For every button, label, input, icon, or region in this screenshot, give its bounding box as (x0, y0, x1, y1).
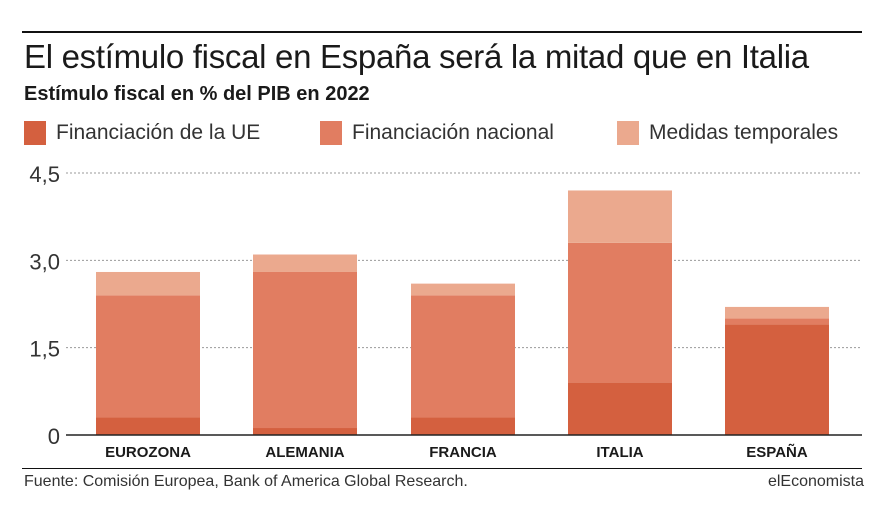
y-tick-label: 4,5 (29, 162, 60, 187)
legend-label-eu: Financiación de la UE (56, 121, 261, 144)
bar-segment (568, 242, 672, 383)
y-tick-label: 1,5 (29, 337, 60, 362)
bar-segment (253, 271, 357, 429)
legend-label-temporary: Medidas temporales (649, 121, 839, 144)
bar-segment (725, 318, 829, 325)
legend-swatch-temporary (617, 121, 639, 145)
bar-segment (253, 254, 357, 272)
stacked-bar-chart: 0 1,5 3,0 4,5 EUROZONA ALEMANIA FRANCIA ITALIA E… (29, 162, 862, 461)
brand-label: elEconomista (767, 473, 864, 490)
bar-segment (568, 382, 672, 435)
bar-segment (96, 271, 200, 296)
legend-swatch-eu (24, 121, 46, 145)
y-tick-label: 0 (48, 424, 60, 449)
bar-segment (96, 417, 200, 435)
bar-segment (253, 428, 357, 435)
x-tick-label: EUROZONA (105, 444, 191, 461)
legend-label-national: Financiación nacional (352, 121, 554, 144)
x-tick-label: FRANCIA (429, 444, 497, 461)
top-rule (22, 31, 862, 33)
bar-segment (411, 295, 515, 418)
legend-item-temporary: Medidas temporales (617, 119, 838, 147)
y-tick-label: 3,0 (29, 249, 60, 274)
footer-rule (22, 468, 862, 469)
chart-subtitle: Estímulo fiscal en % del PIB en 2022 (24, 83, 370, 105)
bar-segment (96, 295, 200, 418)
chart-title: El estímulo fiscal en España será la mit… (24, 38, 809, 75)
legend: Financiación de la UE Financiación nacio… (24, 119, 864, 147)
x-tick-label: ESPAÑA (746, 443, 808, 461)
bar-segment (411, 417, 515, 435)
legend-swatch-national (320, 121, 342, 145)
legend-item-eu: Financiación de la UE (24, 119, 260, 147)
x-tick-label: ITALIA (596, 444, 643, 461)
legend-item-national: Financiación nacional (320, 119, 554, 147)
source-note: Fuente: Comisión Europea, Bank of Americ… (24, 473, 468, 490)
bar-segment (568, 190, 672, 243)
bar-segment (411, 283, 515, 296)
bar-segment (725, 306, 829, 319)
x-tick-label: ALEMANIA (265, 444, 344, 461)
bar-segment (725, 324, 829, 435)
